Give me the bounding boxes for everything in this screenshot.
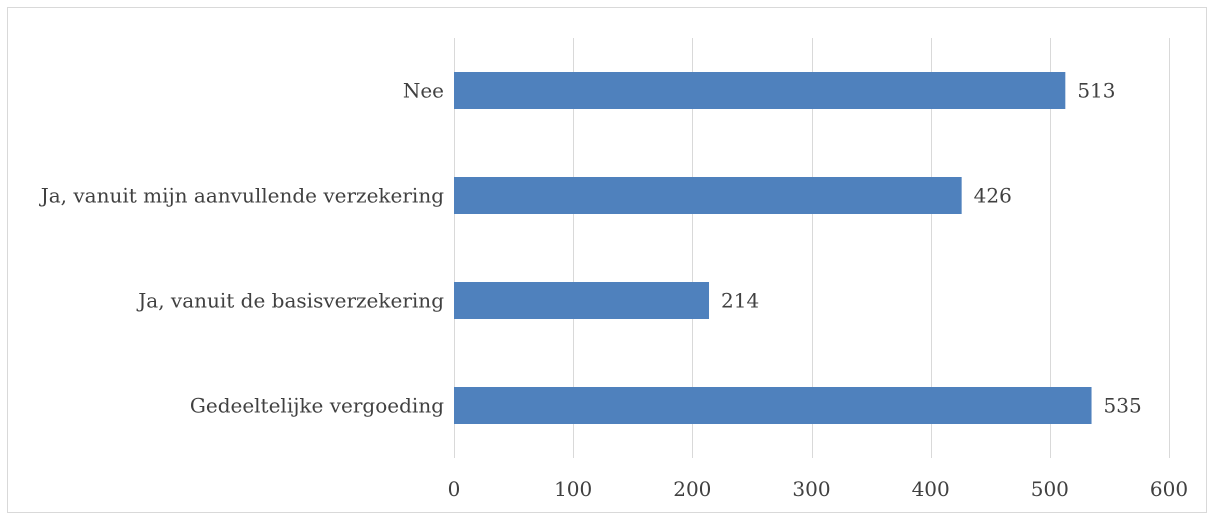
- category-label-2: Ja, vanuit mijn aanvullende verzekering: [39, 184, 445, 208]
- bars: [454, 72, 1092, 424]
- bar-4: [454, 387, 1092, 424]
- x-tick-label-600: 600: [1150, 477, 1188, 501]
- x-tick-label-500: 500: [1031, 477, 1069, 501]
- data-label-3: 214: [721, 289, 759, 313]
- data-label-1: 513: [1077, 79, 1115, 103]
- x-tick-label-100: 100: [554, 477, 592, 501]
- x-tick-label-400: 400: [912, 477, 950, 501]
- x-tick-label-0: 0: [448, 477, 461, 501]
- category-label-1: Nee: [403, 79, 444, 103]
- x-tick-label-200: 200: [673, 477, 711, 501]
- bar-3: [454, 282, 710, 319]
- data-label-4: 535: [1104, 394, 1142, 418]
- data-label-2: 426: [974, 184, 1012, 208]
- x-tick-label-300: 300: [792, 477, 830, 501]
- bar-1: [454, 72, 1066, 109]
- x-axis-tick-labels: 0 100 200 300 400 500 600: [448, 477, 1188, 501]
- category-label-4: Gedeeltelijke vergoeding: [190, 394, 444, 418]
- bar-2: [454, 177, 962, 214]
- category-labels: Nee Ja, vanuit mijn aanvullende verzekeri…: [39, 79, 445, 418]
- data-labels: 513 426 214 535: [721, 79, 1142, 418]
- category-label-3: Ja, vanuit de basisverzekering: [136, 289, 444, 313]
